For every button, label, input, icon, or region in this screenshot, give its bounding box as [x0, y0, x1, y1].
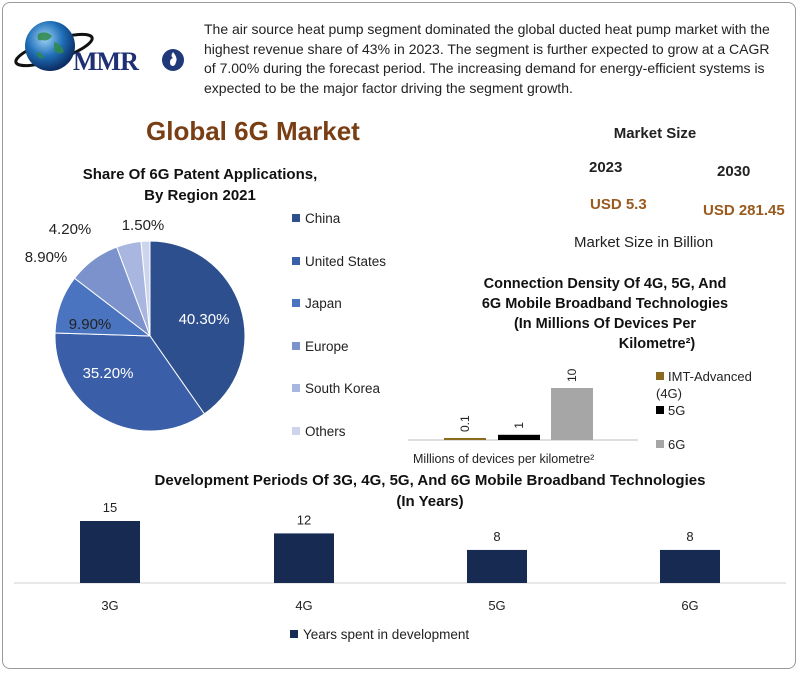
pie-legend-item: Europe — [292, 339, 349, 354]
development-periods-title: Development Periods Of 3G, 4G, 5G, And 6… — [120, 470, 740, 512]
legend-swatch — [292, 256, 300, 265]
pie-legend-label: South Korea — [305, 381, 381, 396]
pie-legend-label: Others — [305, 423, 346, 439]
connection-density-chart: 0.1 1 10 — [408, 368, 638, 441]
cd-bar — [444, 438, 486, 440]
dev-category-label: 6G — [681, 598, 698, 613]
pie-data-label: 8.90% — [25, 249, 68, 266]
pie-title-line-2: By Region 2021 — [144, 187, 256, 204]
pie-slice-united-states — [54, 332, 206, 432]
cd-title-line-3: (In Millions Of Devices Per — [513, 316, 697, 332]
legend-swatch — [292, 299, 300, 307]
legend-swatch — [292, 214, 300, 222]
mmr-logo: MMR — [10, 12, 200, 87]
market-size-year-2023: 2023 — [589, 159, 623, 176]
pie-legend-item: United States — [292, 254, 386, 269]
cd-bar — [551, 388, 593, 440]
pie-legend-item: Japan — [292, 296, 342, 311]
pie-legend-label: Europe — [305, 338, 349, 354]
dev-title-line-1: Development Periods Of 3G, 4G, 5G, And 6… — [154, 472, 706, 489]
market-size-year-2030: 2030 — [717, 163, 751, 180]
development-periods-chart: 15 3G 12 4G 8 5G 8 6G — [14, 500, 786, 613]
pie-chart: 40.30% 35.20% 9.90% 8.90% 4.20% 1.50% — [25, 217, 246, 432]
pie-data-label: 4.20% — [49, 221, 92, 238]
legend-swatch — [656, 372, 664, 380]
cd-title-line-1: Connection Density Of 4G, 5G, And — [483, 276, 727, 292]
legend-swatch — [290, 630, 298, 638]
pie-legend-label: United States — [305, 253, 387, 269]
dev-data-label: 8 — [493, 529, 500, 544]
pie-legend-item: China — [292, 211, 340, 226]
connection-density-title: Connection Density Of 4G, 5G, And 6G Mob… — [455, 274, 755, 354]
development-periods-legend: Years spent in development — [290, 627, 469, 642]
cd-legend-item: IMT-Advanced (4G) — [656, 368, 752, 402]
cd-legend-label: IMT-Advanced — [668, 369, 752, 384]
pie-legend-item: South Korea — [292, 381, 380, 396]
pie-slice-others — [140, 240, 151, 337]
dev-category-label: 4G — [295, 598, 312, 613]
pie-legend-item: Others — [292, 424, 346, 439]
dev-bar — [467, 549, 527, 583]
pie-title-line-1: Share Of 6G Patent Applications, — [82, 166, 318, 183]
pie-data-label: 35.20% — [83, 365, 134, 382]
cd-legend-label: 6G — [668, 437, 686, 452]
legend-swatch — [292, 384, 300, 392]
dev-category-label: 5G — [488, 598, 505, 613]
pie-chart-title: Share Of 6G Patent Applications, By Regi… — [50, 164, 350, 206]
page-title: Global 6G Market — [146, 116, 360, 146]
pie-slice-china — [149, 240, 246, 415]
pie-data-label: 9.90% — [69, 316, 112, 333]
pie-data-label: 40.30% — [179, 311, 230, 328]
cd-data-label: 1 — [512, 422, 526, 429]
legend-swatch — [656, 406, 664, 414]
market-size-unit: Market Size in Billion — [574, 234, 714, 251]
market-size-title: Market Size — [613, 125, 697, 142]
legend-swatch — [656, 440, 664, 448]
globe-logo-icon — [14, 21, 184, 71]
dev-bar — [80, 521, 140, 583]
pie-data-label: 1.50% — [122, 217, 165, 234]
dev-legend-label: Years spent in development — [303, 627, 470, 642]
pie-legend-label: China — [305, 211, 341, 226]
dev-bar — [274, 533, 334, 583]
cd-legend-label: 5G — [668, 403, 686, 418]
connection-density-xlabel: Millions of devices per kilometre² — [413, 452, 595, 466]
dev-category-label: 3G — [101, 598, 118, 613]
dev-data-label: 8 — [686, 529, 693, 544]
market-size-value-2030: USD 281.45 — [703, 202, 785, 219]
cd-legend-label: (4G) — [656, 386, 682, 401]
cd-title-line-4: Kilometre²) — [618, 336, 696, 352]
logo-text: MMR — [73, 47, 139, 76]
cd-data-label: 10 — [565, 368, 579, 382]
cd-title-line-2: 6G Mobile Broadband Technologies — [481, 296, 729, 312]
dev-bar — [660, 549, 720, 583]
dev-title-line-2: (In Years) — [396, 493, 464, 510]
legend-swatch — [292, 426, 300, 435]
dev-data-label: 12 — [297, 512, 311, 527]
legend-swatch — [292, 341, 300, 350]
cd-bar — [498, 434, 540, 440]
intro-paragraph: The air source heat pump segment dominat… — [204, 21, 770, 96]
cd-legend-item: 5G — [656, 402, 685, 419]
cd-data-label: 0.1 — [458, 415, 472, 432]
cd-legend-item: 6G — [656, 436, 685, 453]
dev-data-label: 15 — [103, 500, 117, 515]
pie-legend-label: Japan — [305, 296, 342, 311]
market-size-value-2023: USD 5.3 — [590, 196, 647, 213]
